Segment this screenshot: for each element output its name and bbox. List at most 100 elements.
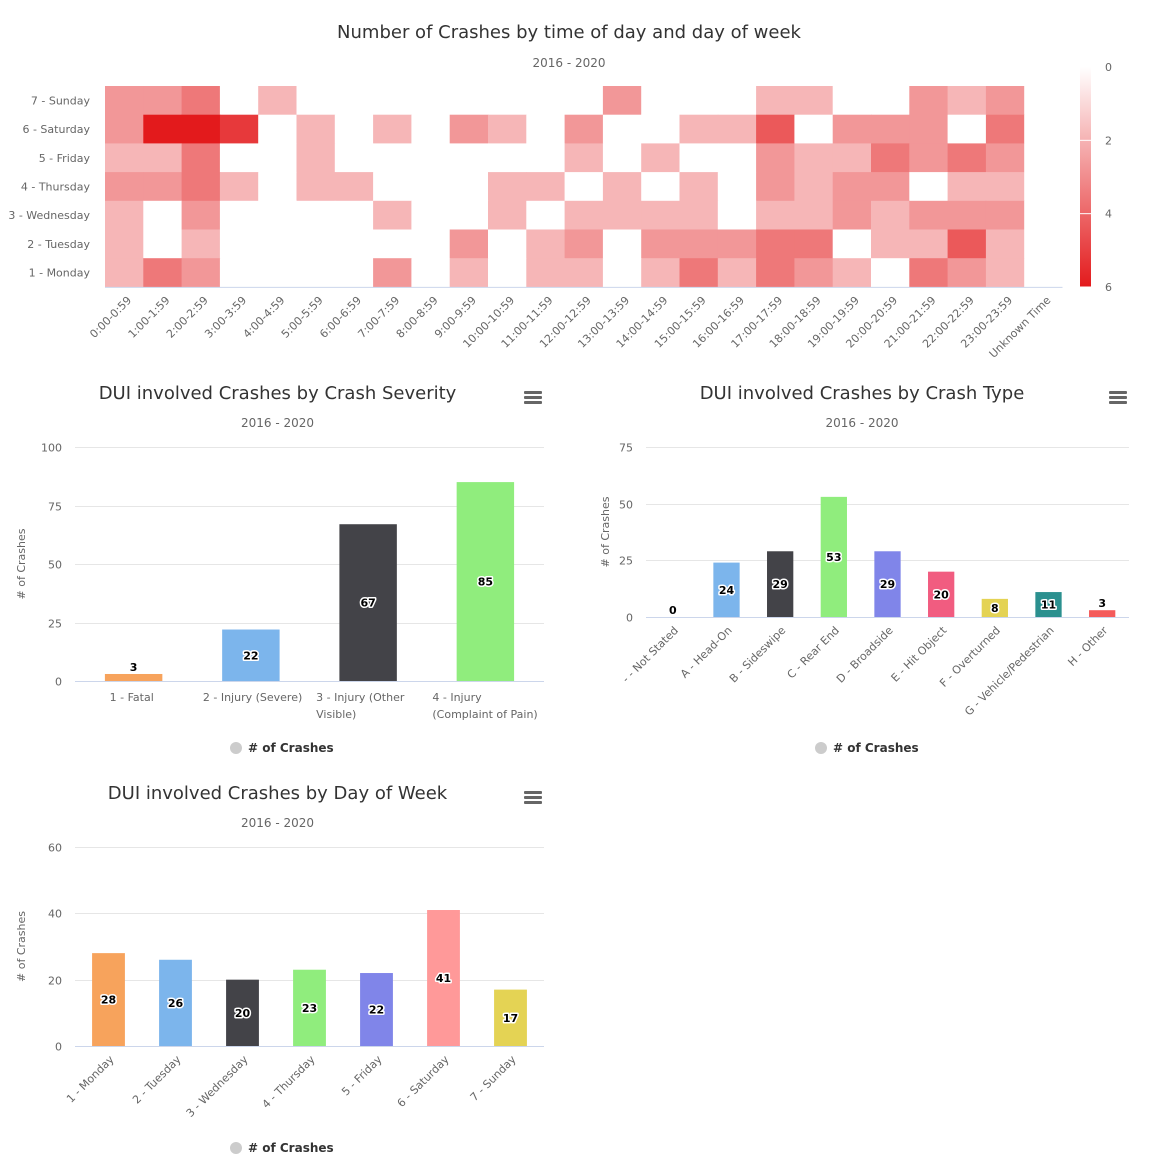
heatmap-cell[interactable] bbox=[985, 229, 1025, 259]
heatmap-cell[interactable] bbox=[296, 200, 336, 230]
heatmap-cell[interactable] bbox=[602, 114, 642, 144]
heatmap-cell[interactable] bbox=[756, 258, 795, 288]
heatmap-cell[interactable] bbox=[373, 172, 412, 202]
bar[interactable] bbox=[713, 562, 740, 617]
heatmap-cell[interactable] bbox=[909, 114, 949, 144]
heatmap-cell[interactable] bbox=[526, 86, 566, 116]
dayofweek-legend-item[interactable]: # of Crashes bbox=[230, 1141, 334, 1155]
heatmap-cell[interactable] bbox=[181, 200, 221, 230]
heatmap-cell[interactable] bbox=[794, 172, 834, 202]
bar[interactable] bbox=[1035, 592, 1062, 617]
heatmap-cell[interactable] bbox=[564, 114, 604, 144]
heatmap-cell[interactable] bbox=[564, 200, 604, 230]
heatmap-cell[interactable] bbox=[794, 114, 834, 144]
heatmap-cell[interactable] bbox=[334, 258, 374, 288]
heatmap-cell[interactable] bbox=[679, 258, 719, 288]
heatmap-cell[interactable] bbox=[296, 143, 336, 173]
heatmap-cell[interactable] bbox=[181, 143, 221, 173]
heatmap-cell[interactable] bbox=[794, 143, 834, 173]
heatmap-cell[interactable] bbox=[411, 258, 451, 288]
heatmap-cell[interactable] bbox=[1024, 172, 1063, 202]
bar[interactable] bbox=[293, 969, 326, 1046]
heatmap-cell[interactable] bbox=[181, 86, 221, 116]
heatmap-cell[interactable] bbox=[219, 86, 259, 116]
heatmap-cell[interactable] bbox=[449, 229, 489, 259]
heatmap-cell[interactable] bbox=[449, 258, 489, 288]
heatmap-cell[interactable] bbox=[219, 229, 259, 259]
heatmap-cell[interactable] bbox=[105, 114, 144, 144]
heatmap-cell[interactable] bbox=[564, 172, 604, 202]
heatmap-cell[interactable] bbox=[717, 229, 757, 259]
heatmap-cell[interactable] bbox=[296, 86, 336, 116]
heatmap-cell[interactable] bbox=[947, 114, 987, 144]
heatmap-cell[interactable] bbox=[296, 258, 336, 288]
heatmap-cell[interactable] bbox=[219, 114, 259, 144]
heatmap-cell[interactable] bbox=[871, 229, 910, 259]
heatmap-cell[interactable] bbox=[832, 172, 872, 202]
heatmap-cell[interactable] bbox=[641, 172, 680, 202]
heatmap-cell[interactable] bbox=[564, 143, 604, 173]
bar[interactable] bbox=[928, 571, 955, 617]
bar[interactable] bbox=[494, 989, 527, 1046]
heatmap-cell[interactable] bbox=[564, 229, 604, 259]
heatmap-cell[interactable] bbox=[832, 229, 872, 259]
heatmap-cell[interactable] bbox=[526, 258, 566, 288]
heatmap-cell[interactable] bbox=[602, 258, 642, 288]
heatmap-cell[interactable] bbox=[909, 172, 949, 202]
bar[interactable] bbox=[222, 629, 280, 681]
heatmap-cell[interactable] bbox=[717, 86, 757, 116]
crashtype-legend-item[interactable]: # of Crashes bbox=[815, 741, 919, 755]
heatmap-cell[interactable] bbox=[871, 172, 910, 202]
heatmap-cell[interactable] bbox=[488, 172, 527, 202]
heatmap-cell[interactable] bbox=[871, 143, 910, 173]
bar[interactable] bbox=[226, 979, 259, 1046]
heatmap-cell[interactable] bbox=[909, 200, 949, 230]
heatmap-cell[interactable] bbox=[909, 258, 949, 288]
heatmap-cell[interactable] bbox=[143, 172, 183, 202]
heatmap-cell[interactable] bbox=[181, 229, 221, 259]
heatmap-cell[interactable] bbox=[871, 200, 910, 230]
heatmap-cell[interactable] bbox=[181, 114, 221, 144]
heatmap-cell[interactable] bbox=[449, 114, 489, 144]
heatmap-cell[interactable] bbox=[105, 200, 144, 230]
heatmap-cell[interactable] bbox=[1024, 114, 1063, 144]
heatmap-cell[interactable] bbox=[334, 114, 374, 144]
heatmap-cell[interactable] bbox=[258, 143, 297, 173]
severity-menu-button[interactable] bbox=[524, 391, 542, 405]
heatmap-cell[interactable] bbox=[526, 114, 566, 144]
heatmap-cell[interactable] bbox=[679, 114, 719, 144]
heatmap-cell[interactable] bbox=[794, 258, 834, 288]
heatmap-cell[interactable] bbox=[334, 172, 374, 202]
bar[interactable] bbox=[92, 953, 125, 1046]
heatmap-cell[interactable] bbox=[258, 258, 297, 288]
heatmap-cell[interactable] bbox=[947, 229, 987, 259]
heatmap-cell[interactable] bbox=[449, 143, 489, 173]
heatmap-cell[interactable] bbox=[717, 258, 757, 288]
heatmap-cell[interactable] bbox=[947, 258, 987, 288]
bar[interactable] bbox=[339, 524, 397, 681]
heatmap-cell[interactable] bbox=[105, 229, 144, 259]
heatmap-cell[interactable] bbox=[756, 86, 795, 116]
heatmap-cell[interactable] bbox=[985, 258, 1025, 288]
heatmap-cell[interactable] bbox=[602, 229, 642, 259]
heatmap-cell[interactable] bbox=[871, 114, 910, 144]
heatmap-cell[interactable] bbox=[143, 200, 183, 230]
heatmap-cell[interactable] bbox=[794, 86, 834, 116]
heatmap-cell[interactable] bbox=[794, 200, 834, 230]
heatmap-cell[interactable] bbox=[832, 258, 872, 288]
heatmap-cell[interactable] bbox=[756, 143, 795, 173]
heatmap-cell[interactable] bbox=[526, 200, 566, 230]
heatmap-cell[interactable] bbox=[909, 143, 949, 173]
heatmap-cell[interactable] bbox=[641, 258, 680, 288]
heatmap-cell[interactable] bbox=[871, 258, 910, 288]
dayofweek-menu-button[interactable] bbox=[524, 791, 542, 805]
heatmap-cell[interactable] bbox=[181, 172, 221, 202]
heatmap-cell[interactable] bbox=[219, 200, 259, 230]
heatmap-cell[interactable] bbox=[947, 143, 987, 173]
heatmap-cell[interactable] bbox=[334, 86, 374, 116]
heatmap-cell[interactable] bbox=[526, 172, 566, 202]
heatmap-cell[interactable] bbox=[717, 114, 757, 144]
bar[interactable] bbox=[159, 959, 192, 1046]
heatmap-cell[interactable] bbox=[985, 200, 1025, 230]
crashtype-menu-button[interactable] bbox=[1109, 391, 1127, 405]
